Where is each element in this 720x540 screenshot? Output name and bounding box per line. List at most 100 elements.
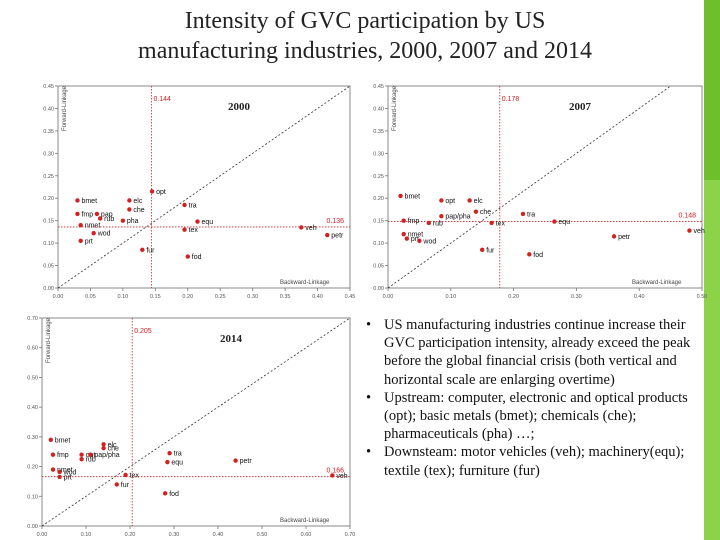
y-tick-label: 0.35 bbox=[373, 129, 384, 135]
slide-title-line1: Intensity of GVC participation by US bbox=[184, 8, 546, 34]
data-point bbox=[404, 236, 410, 241]
data-point bbox=[127, 207, 132, 212]
data-point-label: che bbox=[480, 209, 491, 216]
x-tick-label: 0.00 bbox=[383, 294, 394, 300]
y-tick-label: 0.20 bbox=[43, 196, 54, 202]
bullet-list: • US manufacturing industries continue i… bbox=[362, 316, 710, 480]
data-point bbox=[489, 220, 494, 226]
diagonal-line bbox=[57, 85, 351, 289]
data-point-label: bmet bbox=[55, 437, 71, 444]
chart-2014: 0.00 0.10 0.20 0.30 0.40 0.50 0.60 0.70 0.00 0.10… bbox=[22, 314, 358, 538]
data-point bbox=[165, 459, 170, 465]
data-point bbox=[398, 193, 403, 199]
data-point bbox=[439, 198, 444, 203]
data-point bbox=[325, 232, 330, 238]
data-point bbox=[97, 216, 103, 221]
data-point bbox=[78, 238, 83, 244]
ref-hline-label: 0.136 bbox=[326, 218, 344, 225]
y-tick-label: 0.10 bbox=[43, 241, 54, 247]
data-point bbox=[50, 467, 56, 472]
x-tick-label: 0.20 bbox=[125, 532, 136, 538]
data-point-label: rub bbox=[433, 220, 443, 227]
data-point-label: prt bbox=[85, 238, 93, 245]
data-point bbox=[101, 445, 106, 451]
x-tick-label: 0.30 bbox=[169, 532, 180, 538]
x-tick-label: 0.40 bbox=[634, 294, 645, 300]
x-axis-label: Backward-Linkage bbox=[280, 280, 330, 286]
chart-2000-svg: 0.00 0.05 0.10 0.15 0.20 0.25 0.30 0.35 0.40 0.45… bbox=[43, 84, 355, 300]
data-point-label: wod bbox=[63, 469, 77, 476]
x-tick-label: 0.10 bbox=[81, 532, 92, 538]
data-point-label: tex bbox=[496, 220, 506, 227]
data-point-label: equ bbox=[202, 219, 214, 226]
data-point bbox=[167, 451, 172, 456]
data-point bbox=[687, 228, 692, 233]
data-point bbox=[114, 482, 120, 487]
chart-2007-svg: 0.00 0.05 0.10 0.15 0.20 0.25 0.30 0.35 0.40 0.45… bbox=[373, 84, 708, 300]
data-point bbox=[79, 452, 84, 457]
y-tick-label: 0.25 bbox=[43, 174, 54, 180]
data-point bbox=[520, 211, 526, 217]
data-point bbox=[439, 213, 444, 219]
y-tick-label: 0.40 bbox=[43, 106, 54, 112]
data-point bbox=[426, 220, 432, 226]
data-point-label: pap/pha bbox=[94, 452, 119, 459]
data-point-label: fur bbox=[121, 482, 130, 489]
data-point bbox=[467, 198, 472, 203]
data-point bbox=[94, 211, 100, 217]
chart-2014-svg: 0.00 0.10 0.20 0.30 0.40 0.50 0.60 0.70 0.00 0.10… bbox=[27, 316, 356, 538]
chart-title: 2007 bbox=[569, 101, 592, 113]
data-point bbox=[233, 458, 238, 463]
x-tick-label: 0.00 bbox=[37, 532, 48, 538]
y-tick-label: 0.40 bbox=[373, 106, 384, 112]
data-point-label: tra bbox=[189, 202, 197, 209]
data-point-label: pap/pha bbox=[445, 214, 470, 221]
slide-title-line2: manufacturing industries, 2000, 2007 and… bbox=[138, 38, 592, 64]
data-point-label: fod bbox=[533, 252, 543, 259]
x-tick-label: 0.50 bbox=[697, 294, 708, 300]
ref-hline-label: 0.166 bbox=[326, 468, 344, 475]
data-point bbox=[120, 218, 126, 223]
y-tick-label: 0.45 bbox=[43, 84, 54, 90]
x-tick-label: 0.60 bbox=[301, 532, 312, 538]
data-point-label: wod bbox=[97, 231, 111, 238]
data-point-label: che bbox=[133, 207, 144, 214]
data-point bbox=[182, 227, 187, 232]
data-point bbox=[163, 491, 168, 496]
x-tick-label: 0.35 bbox=[280, 294, 291, 300]
data-point bbox=[299, 225, 304, 230]
data-point bbox=[75, 211, 80, 217]
y-tick-label: 0.00 bbox=[27, 524, 38, 530]
data-point-label: equ bbox=[558, 219, 570, 226]
data-point-label: prt bbox=[64, 474, 72, 481]
chart-title: 2014 bbox=[220, 333, 243, 345]
x-tick-label: 0.00 bbox=[53, 294, 64, 300]
data-point bbox=[185, 254, 190, 259]
data-point bbox=[527, 252, 532, 257]
data-point-label: rub bbox=[104, 216, 114, 223]
data-point bbox=[480, 247, 485, 253]
y-tick-label: 0.30 bbox=[373, 151, 384, 157]
data-point bbox=[473, 209, 479, 214]
data-point bbox=[195, 219, 200, 224]
data-point-label: nmet bbox=[408, 232, 424, 239]
y-tick-label: 0.40 bbox=[27, 405, 38, 411]
y-tick-label: 0.00 bbox=[373, 286, 384, 292]
data-point bbox=[149, 189, 155, 194]
data-point bbox=[50, 452, 56, 457]
chart-title: 2000 bbox=[228, 101, 251, 113]
x-tick-label: 0.25 bbox=[215, 294, 226, 300]
x-tick-label: 0.30 bbox=[247, 294, 258, 300]
accent-bar bbox=[704, 0, 720, 540]
x-tick-label: 0.20 bbox=[182, 294, 193, 300]
data-point bbox=[78, 222, 83, 228]
x-tick-label: 0.70 bbox=[345, 532, 356, 538]
y-tick-label: 0.20 bbox=[373, 196, 384, 202]
data-point-label: petr bbox=[618, 234, 631, 241]
bullet-text: Downsteam: motor vehicles (veh); machine… bbox=[384, 444, 685, 479]
data-point-label: veh bbox=[693, 228, 704, 235]
data-point bbox=[101, 442, 106, 447]
data-point-label: opt bbox=[156, 189, 166, 196]
diagonal-line bbox=[387, 85, 671, 289]
data-point-label: elc bbox=[474, 198, 483, 205]
